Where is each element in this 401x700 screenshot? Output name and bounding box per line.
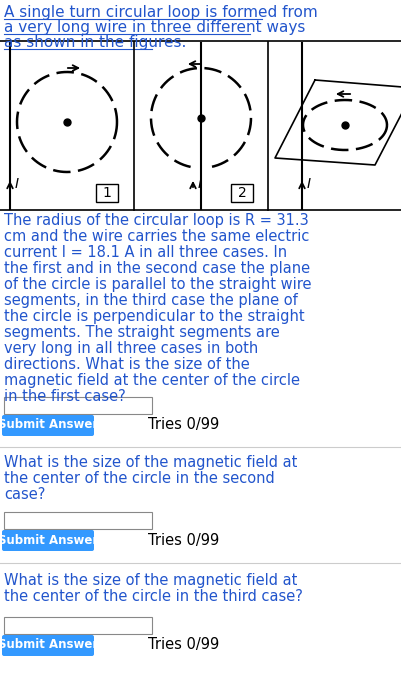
Text: Submit Answer: Submit Answer	[0, 533, 98, 547]
FancyBboxPatch shape	[2, 530, 94, 551]
Text: I: I	[15, 177, 19, 191]
FancyBboxPatch shape	[4, 512, 152, 529]
Text: I: I	[198, 177, 202, 191]
Text: in the first case?: in the first case?	[4, 389, 126, 404]
Text: as shown in the figures.: as shown in the figures.	[4, 35, 186, 50]
Text: The radius of the circular loop is R = 31.3: The radius of the circular loop is R = 3…	[4, 213, 308, 228]
Text: segments. The straight segments are: segments. The straight segments are	[4, 325, 279, 340]
Text: the first and in the second case the plane: the first and in the second case the pla…	[4, 261, 309, 276]
Text: the circle is perpendicular to the straight: the circle is perpendicular to the strai…	[4, 309, 304, 324]
Text: of the circle is parallel to the straight wire: of the circle is parallel to the straigh…	[4, 277, 311, 292]
Text: Tries 0/99: Tries 0/99	[148, 533, 219, 547]
Text: case?: case?	[4, 487, 45, 502]
Text: magnetic field at the center of the circle: magnetic field at the center of the circ…	[4, 373, 299, 388]
Text: directions. What is the size of the: directions. What is the size of the	[4, 357, 249, 372]
Text: a very long wire in three different ways: a very long wire in three different ways	[4, 20, 305, 35]
Text: I: I	[306, 177, 310, 191]
Text: 1: 1	[102, 186, 111, 200]
FancyBboxPatch shape	[2, 415, 94, 436]
Text: current I = 18.1 A in all three cases. In: current I = 18.1 A in all three cases. I…	[4, 245, 286, 260]
FancyBboxPatch shape	[2, 635, 94, 656]
Text: cm and the wire carries the same electric: cm and the wire carries the same electri…	[4, 229, 309, 244]
Text: very long in all three cases in both: very long in all three cases in both	[4, 341, 257, 356]
FancyBboxPatch shape	[4, 617, 152, 634]
Text: 2: 2	[237, 186, 246, 200]
Text: What is the size of the magnetic field at: What is the size of the magnetic field a…	[4, 455, 297, 470]
Text: the center of the circle in the second: the center of the circle in the second	[4, 471, 274, 486]
Text: A single turn circular loop is formed from: A single turn circular loop is formed fr…	[4, 5, 317, 20]
Text: segments, in the third case the plane of: segments, in the third case the plane of	[4, 293, 297, 308]
Text: Tries 0/99: Tries 0/99	[148, 638, 219, 652]
Text: What is the size of the magnetic field at: What is the size of the magnetic field a…	[4, 573, 297, 588]
FancyBboxPatch shape	[4, 397, 152, 414]
Text: Submit Answer: Submit Answer	[0, 419, 98, 431]
Text: the center of the circle in the third case?: the center of the circle in the third ca…	[4, 589, 302, 604]
Text: Submit Answer: Submit Answer	[0, 638, 98, 652]
Text: Tries 0/99: Tries 0/99	[148, 417, 219, 433]
